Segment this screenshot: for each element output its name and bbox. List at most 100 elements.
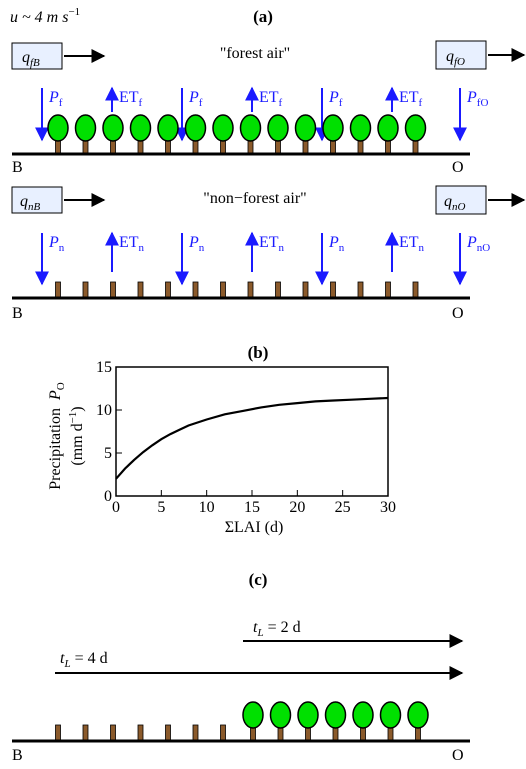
forest-tree <box>74 114 97 155</box>
y-tick-label: 5 <box>104 445 112 462</box>
forest-flux-label-1: ETf <box>119 89 143 109</box>
nonforest-flux-label-3: ETn <box>259 234 285 254</box>
panel-a-label: (a) <box>253 7 273 26</box>
svg-text:(mm d−1): (mm d−1) <box>67 406 86 465</box>
nonforest-point-o: O <box>452 305 464 322</box>
x-tick-label: 20 <box>289 499 305 516</box>
y-tick-label: 15 <box>96 359 112 376</box>
nonforest-trunk <box>192 281 199 299</box>
nonforest-outflow: qnO <box>435 185 526 215</box>
nonforest-trunk <box>247 281 254 299</box>
nonforest-trunk <box>412 281 419 299</box>
forest-flux-label-3: ETf <box>259 89 283 109</box>
forest-flux-label-2: Pf <box>188 89 203 109</box>
nonforest-trunk <box>302 281 309 299</box>
precip-chart: 0 5 10 15 20 25 30 0 5 10 15 <box>96 359 396 516</box>
panel-c-tree <box>324 701 347 742</box>
tl-2d-label: tL = 2 d <box>253 619 301 639</box>
x-tick-label: 15 <box>244 499 260 516</box>
panel-c-trunk <box>137 724 144 742</box>
forest-outflow-label: qfO <box>446 48 465 68</box>
nonforest-flux-label-5: ETn <box>399 234 425 254</box>
nonforest-flux-label-1: ETn <box>119 234 145 254</box>
nonforest-trunk <box>137 281 144 299</box>
chart-xlabel: ΣLAI (d) <box>225 519 284 536</box>
y-tick-label: 10 <box>96 402 112 419</box>
nonforest-trunk <box>220 281 226 299</box>
nonforest-flux-label-0: Pn <box>48 234 65 254</box>
forest-tree <box>404 114 427 155</box>
nonforest-trunk <box>275 281 281 299</box>
x-tick-label: 10 <box>199 499 215 516</box>
nonforest-trunk <box>165 281 171 299</box>
nonforest-trunk <box>82 281 89 299</box>
nonforest-outflow-label: qnO <box>444 193 466 213</box>
forest-tree <box>239 114 262 155</box>
x-tick-label: 5 <box>157 499 165 516</box>
panel-c-tree <box>269 701 292 742</box>
x-tick-label: 30 <box>380 499 396 516</box>
panel-c-tree <box>297 701 319 742</box>
nonforest-trunk <box>385 281 391 299</box>
forest-tree <box>267 114 289 155</box>
nonforest-trunk <box>330 281 336 299</box>
panel-c-trunk <box>82 724 89 742</box>
nonforest-trunks <box>55 281 419 299</box>
panel-c-point-b: B <box>12 747 23 764</box>
nonforest-trunk <box>357 281 364 299</box>
forest-tree <box>157 114 179 155</box>
panel-c-trunk <box>110 724 116 742</box>
forest-flux-label-0: Pf <box>48 89 63 109</box>
forest-outflow: qfO <box>435 40 526 70</box>
forest-tree <box>47 114 69 155</box>
forest-point-b: B <box>12 159 23 176</box>
panel-c-tree <box>352 701 374 742</box>
panel-c-trunk <box>165 724 171 742</box>
panel-c-vegetation <box>55 701 429 742</box>
series-line-0 <box>115 396 389 480</box>
nonforest-trunk <box>110 281 116 299</box>
panel-c-tree <box>242 701 264 742</box>
forest-trees <box>47 114 427 155</box>
forest-fluxes: Pf ETf Pf ETf Pf ETf PfO <box>35 86 488 142</box>
forest-inflow-label: qfB <box>22 49 40 69</box>
panel-c-trunk <box>220 724 226 742</box>
panel-c-trunk <box>55 724 61 742</box>
nonforest-flux-label-4: Pn <box>328 234 345 254</box>
forest-tree <box>184 114 207 155</box>
nonforest-trunk <box>55 281 61 299</box>
forest-inflow: qfB <box>11 42 106 70</box>
panel-c-tree <box>379 701 402 742</box>
nonforest-air-label: "non−forest air" <box>203 190 306 207</box>
forest-tree <box>377 114 399 155</box>
panel-c-point-o: O <box>452 747 464 764</box>
forest-point-o: O <box>452 159 464 176</box>
nonforest-fluxes: Pn ETn Pn ETn Pn ETn PnO <box>35 231 490 286</box>
speed-label: u ~ 4 m s−1 <box>10 6 80 26</box>
chart-frame <box>115 366 389 497</box>
y-tick-label: 0 <box>104 488 112 505</box>
x-tick-label: 0 <box>112 499 120 516</box>
forest-tree <box>322 114 344 155</box>
nonforest-inflow: qnB <box>11 186 106 214</box>
panel-c-tree <box>407 701 429 742</box>
forest-flux-label-4: Pf <box>328 89 343 109</box>
panel-b-label: (b) <box>248 343 269 362</box>
nonforest-flux-label-6: PnO <box>466 234 490 254</box>
chart-ylabel: PrecipitationPO (mm d−1) <box>47 382 86 490</box>
svg-text:PrecipitationPO: PrecipitationPO <box>47 382 67 490</box>
forest-tree <box>294 114 317 155</box>
forest-flux-label-6: PfO <box>466 89 488 109</box>
panel-c-label: (c) <box>249 570 268 589</box>
forest-flux-label-5: ETf <box>399 89 423 109</box>
forest-air-label: "forest air" <box>220 45 290 62</box>
nonforest-point-b: B <box>12 305 23 322</box>
forest-tree <box>102 114 124 155</box>
panel-c-trunk <box>192 724 199 742</box>
forest-tree <box>349 114 372 155</box>
nonforest-flux-label-2: Pn <box>188 234 205 254</box>
forest-tree <box>212 114 234 155</box>
tl-4d-label: tL = 4 d <box>60 650 108 670</box>
nonforest-inflow-label: qnB <box>20 193 41 213</box>
